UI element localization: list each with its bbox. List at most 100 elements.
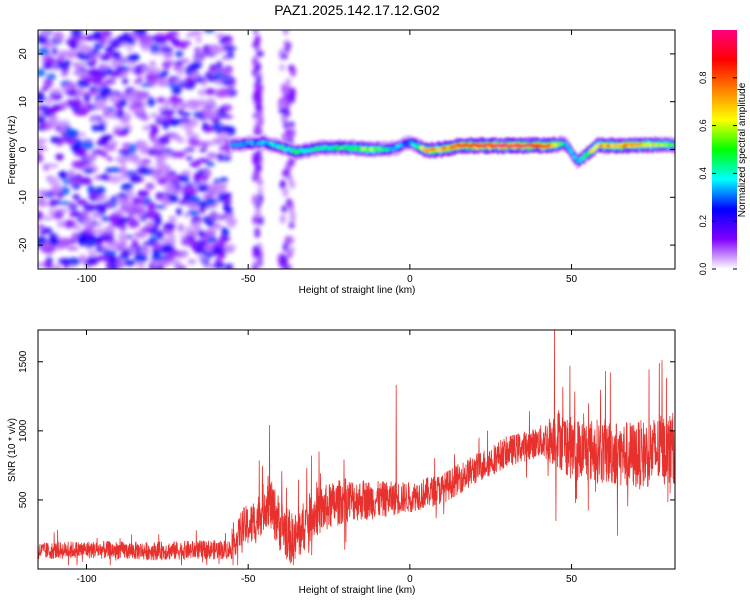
noise-blob	[191, 61, 203, 69]
noise-blob	[155, 157, 166, 167]
noise-blob	[56, 220, 65, 228]
noise-blob	[92, 228, 107, 235]
noise-blob	[94, 202, 108, 213]
snr-y-ticks: 500 1000 1500	[18, 350, 675, 508]
noise-blob	[162, 49, 174, 60]
colorbar-tick-label: 0.6	[698, 119, 708, 132]
noise-blob	[117, 232, 128, 242]
noise-blob	[51, 184, 63, 192]
noise-blob	[99, 53, 112, 62]
noise-blob	[122, 77, 129, 85]
noise-blob	[69, 178, 79, 186]
noise-blob	[281, 256, 288, 266]
noise-blob	[257, 178, 264, 187]
noise-blob	[119, 165, 128, 176]
colorbar: 0.0 0.2 0.4 0.6 0.8 Normalized spectral ampl…	[698, 30, 748, 275]
colorbar-tick-label: 0.4	[698, 167, 708, 180]
noise-blob	[177, 136, 184, 144]
noise-blob	[77, 40, 85, 51]
noise-blob	[83, 217, 95, 227]
noise-blob	[126, 189, 135, 200]
noise-blob	[99, 174, 109, 181]
noise-blob	[47, 120, 60, 128]
noise-blob	[82, 168, 95, 174]
noise-blob	[124, 111, 131, 122]
noise-blob	[255, 50, 262, 58]
noise-blob	[279, 63, 286, 72]
noise-blob	[257, 187, 264, 194]
noise-blob	[153, 204, 167, 209]
noise-blob	[171, 97, 184, 104]
noise-blob	[57, 257, 72, 266]
noise-blob	[109, 241, 119, 250]
noise-blob	[69, 39, 78, 49]
noise-blob	[174, 50, 184, 58]
noise-blob	[252, 214, 259, 225]
noise-blob	[104, 46, 115, 53]
noise-blob	[193, 111, 202, 119]
noise-blob	[277, 98, 284, 110]
noise-blob	[46, 96, 53, 105]
noise-blob	[60, 65, 70, 72]
noise-blob	[158, 135, 171, 145]
spectrogram-y-tick-label: 20	[18, 48, 29, 60]
noise-blob	[125, 95, 134, 101]
spectrogram-y-ticks: -20 -10 0 10 20	[18, 48, 675, 252]
noise-blob	[168, 233, 176, 242]
noise-blob	[137, 140, 148, 148]
noise-blob	[79, 147, 88, 158]
spectrogram-y-tick-label: 10	[18, 96, 29, 108]
snr-frame	[37, 329, 676, 570]
noise-blob	[253, 259, 260, 268]
noise-blob	[206, 229, 216, 238]
noise-blob	[38, 152, 43, 163]
noise-blob	[279, 214, 286, 224]
signal-segment	[565, 144, 570, 149]
noise-blob	[289, 180, 296, 189]
noise-blob	[120, 202, 131, 208]
noise-blob	[145, 72, 159, 83]
noise-blob	[287, 64, 294, 71]
noise-blob	[202, 263, 215, 269]
noise-blob	[97, 123, 106, 132]
noise-blob	[219, 106, 226, 114]
noise-blob	[252, 56, 259, 68]
noise-blob	[127, 152, 137, 162]
noise-blob	[202, 194, 213, 199]
noise-blob	[101, 233, 114, 243]
noise-blob	[95, 246, 104, 253]
noise-blob	[105, 262, 113, 269]
noise-blob	[227, 220, 236, 229]
noise-blob	[257, 193, 264, 205]
noise-blob	[60, 71, 69, 77]
noise-blob	[198, 208, 206, 214]
noise-blob	[180, 42, 187, 50]
noise-blob	[83, 153, 98, 159]
noise-blob	[97, 196, 105, 202]
chart-title: PAZ1.2025.142.17.12.G02	[274, 2, 440, 18]
noise-blob	[220, 80, 234, 86]
colorbar-tick-label: 0.0	[698, 263, 708, 276]
noise-blob	[66, 246, 79, 251]
noise-blob	[185, 119, 193, 127]
noise-blob	[168, 250, 182, 257]
noise-blob	[151, 125, 159, 135]
noise-blob	[255, 150, 262, 163]
noise-blob	[78, 52, 92, 61]
noise-blob	[56, 119, 71, 127]
noise-blob	[159, 259, 171, 267]
noise-blob	[281, 53, 288, 60]
noise-blob	[46, 107, 57, 116]
noise-blob	[186, 103, 196, 109]
spectrogram-x-tick-label: 50	[566, 274, 578, 285]
noise-blob	[70, 142, 82, 152]
noise-blob	[161, 61, 172, 69]
noise-blob	[114, 129, 126, 136]
noise-blob	[169, 177, 176, 185]
noise-blob	[176, 67, 184, 76]
noise-blob	[108, 213, 122, 222]
noise-blob	[56, 153, 63, 162]
noise-blob	[96, 240, 103, 247]
noise-blob	[204, 140, 218, 146]
snr-y-label: SNR (10 * v/v)	[7, 418, 18, 482]
